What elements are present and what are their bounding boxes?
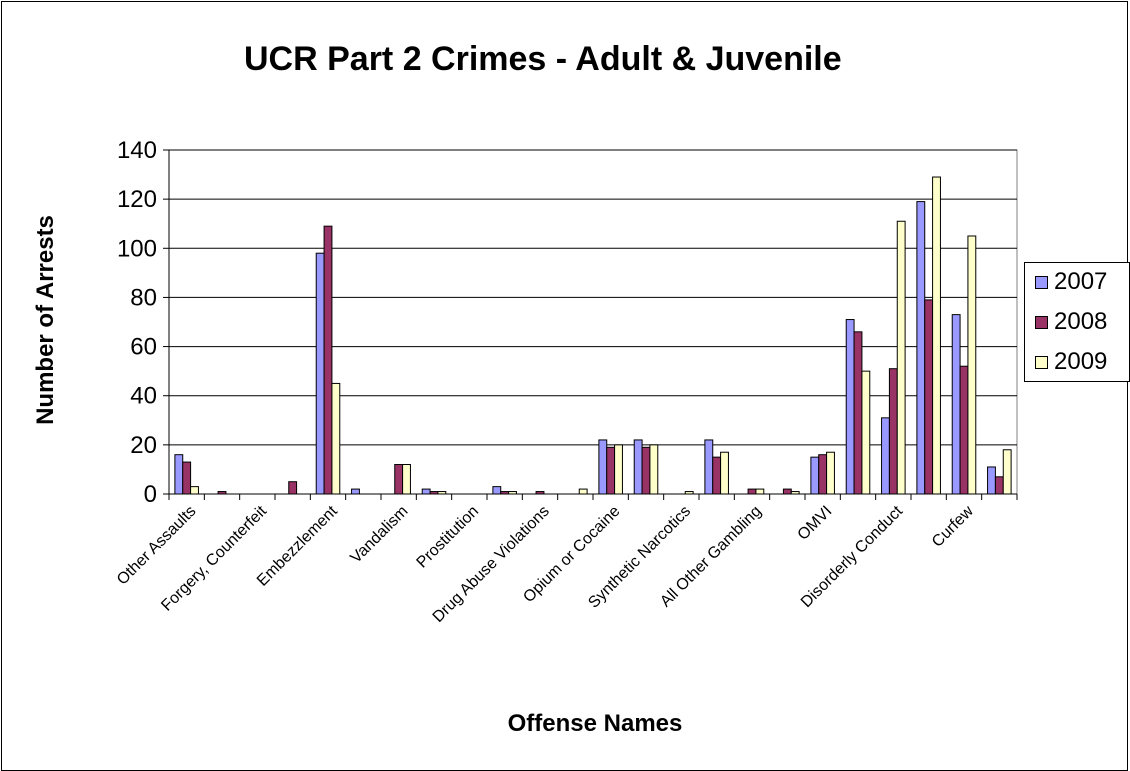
bar-2008 [182,461,192,495]
y-tick-label: 0 [144,481,157,508]
legend-label: 2007 [1054,268,1108,295]
legend-swatch-2008 [1035,315,1048,329]
bar-2007 [598,439,608,495]
x-tick-label: Curfew [929,502,977,550]
chart-title: UCR Part 2 Crimes - Adult & Juvenile [244,40,842,78]
bar-2009 [684,491,694,495]
bar-2007 [315,252,325,495]
bar-2008 [535,491,545,495]
bar-2008 [323,225,333,495]
bar-2008 [994,476,1004,495]
bar-2008 [888,368,898,495]
bar-2007 [633,439,643,495]
bar-2009 [720,451,729,495]
y-tick-label: 100 [117,235,157,262]
bar-2008 [394,464,404,495]
y-tick-label: 120 [117,186,157,213]
bar-2009 [649,444,659,495]
bar-2008 [429,491,439,495]
bar-2009 [508,491,517,495]
bar-2008 [853,331,863,495]
bar-2009 [755,488,765,495]
bar-2007 [174,454,184,495]
x-tick-label: Vandalism [347,503,411,567]
bar-2007 [987,466,996,495]
bar-2008 [606,446,616,495]
legend-item-2008: 2008 [1035,307,1107,337]
bar-2007 [492,486,502,495]
bar-2008 [924,299,934,495]
bar-2009 [402,464,411,495]
bar-2008 [500,491,510,495]
bar-2009 [790,491,800,495]
bar-2009 [826,451,835,495]
bar-2007 [951,314,961,495]
bar-2009 [1002,449,1012,495]
bar-2007 [916,201,926,495]
bar-2007 [810,456,820,495]
legend-label: 2008 [1054,308,1108,335]
legend-item-2007: 2007 [1035,267,1107,297]
bar-2009 [896,220,906,495]
legend-swatch-2009 [1035,355,1048,369]
bar-2009 [437,491,447,495]
legend-label: 2009 [1054,348,1108,375]
bar-2009 [331,382,341,495]
x-tick-label: Prostitution [414,503,483,572]
y-tick-label: 140 [117,137,157,164]
y-tick-label: 80 [130,284,157,311]
y-tick-label: 20 [130,432,157,459]
bar-2008 [782,488,792,495]
y-tick-label: 40 [130,383,157,410]
bar-2007 [351,488,360,495]
y-tick-label: 60 [130,334,157,361]
x-tick-label: OMVI [795,503,836,544]
legend-swatch-2007 [1035,275,1048,289]
bar-2008 [818,454,828,495]
bar-2008 [217,491,227,495]
bar-2009 [861,370,871,495]
bar-2008 [747,488,757,495]
bar-2008 [712,456,722,495]
x-axis-label: Offense Names [507,710,683,737]
bar-2008 [641,446,651,495]
bar-2007 [845,319,855,495]
bar-2007 [421,488,431,495]
bar-2007 [881,417,890,495]
legend: 2007 2008 2009 [1024,262,1130,382]
bar-2007 [704,439,714,495]
plot-area [168,149,1018,495]
bar-2008 [959,365,969,495]
bar-2008 [288,481,298,495]
bar-2009 [190,486,199,495]
legend-item-2009: 2009 [1035,347,1107,377]
bar-2009 [967,235,977,495]
bar-2009 [578,488,588,495]
x-tick-label: Drug Abuse Violations [430,503,553,626]
bar-2009 [932,176,941,495]
bar-2009 [614,444,623,495]
